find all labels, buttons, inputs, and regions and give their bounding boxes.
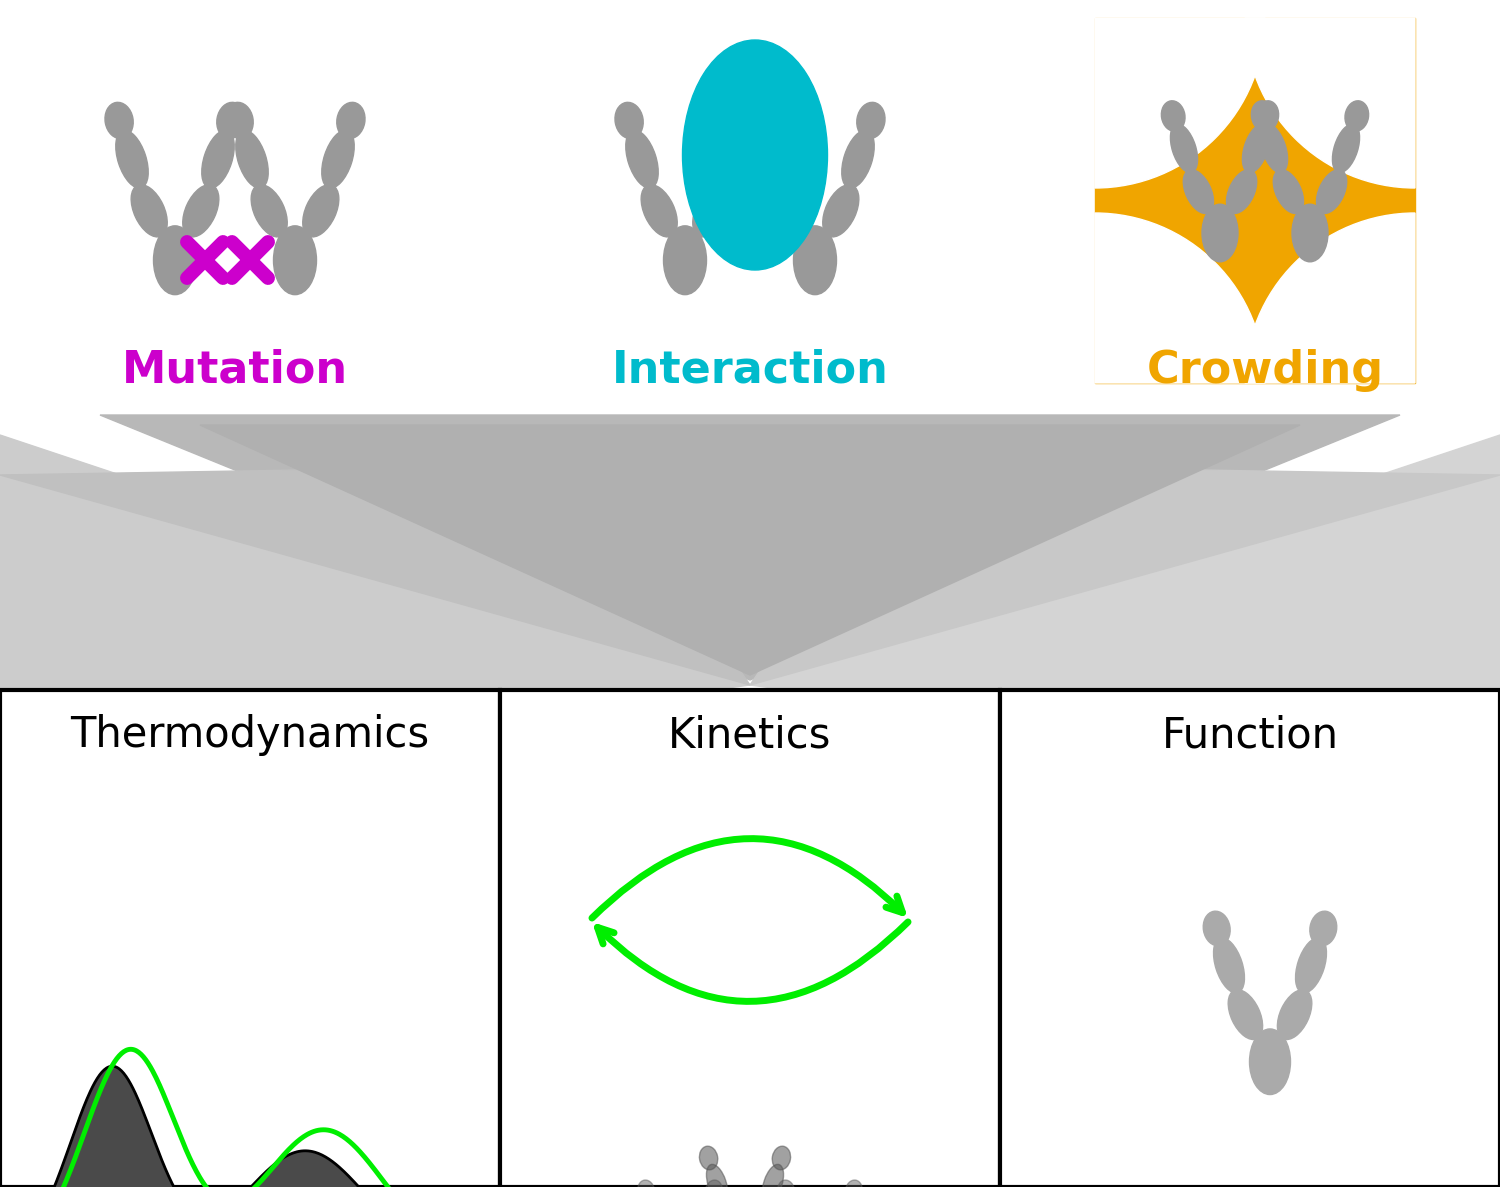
Ellipse shape bbox=[693, 185, 729, 237]
Ellipse shape bbox=[202, 131, 234, 189]
Ellipse shape bbox=[1292, 204, 1328, 262]
Wedge shape bbox=[1095, 18, 1264, 188]
Polygon shape bbox=[200, 425, 1300, 675]
Ellipse shape bbox=[1184, 170, 1214, 214]
Ellipse shape bbox=[1260, 125, 1287, 172]
Ellipse shape bbox=[1274, 170, 1304, 214]
Text: Thermodynamics: Thermodynamics bbox=[70, 715, 429, 756]
Ellipse shape bbox=[762, 1164, 783, 1187]
Ellipse shape bbox=[777, 1180, 795, 1187]
Text: Interaction: Interaction bbox=[612, 349, 888, 392]
Ellipse shape bbox=[706, 1164, 728, 1187]
Ellipse shape bbox=[1214, 938, 1245, 994]
Bar bbox=[1000, 690, 1500, 1187]
Ellipse shape bbox=[1227, 170, 1257, 214]
Text: Crowding: Crowding bbox=[1146, 349, 1383, 392]
Ellipse shape bbox=[1278, 990, 1312, 1040]
Ellipse shape bbox=[712, 131, 744, 189]
Ellipse shape bbox=[794, 226, 837, 294]
Ellipse shape bbox=[756, 131, 788, 189]
Bar bbox=[0, 690, 500, 1187]
Ellipse shape bbox=[322, 131, 354, 189]
Polygon shape bbox=[100, 415, 1400, 680]
Ellipse shape bbox=[705, 1180, 723, 1187]
Wedge shape bbox=[1245, 212, 1414, 383]
Ellipse shape bbox=[682, 40, 828, 269]
Ellipse shape bbox=[236, 131, 268, 189]
Ellipse shape bbox=[251, 185, 286, 237]
Ellipse shape bbox=[1203, 912, 1230, 946]
Ellipse shape bbox=[105, 102, 134, 139]
Ellipse shape bbox=[1161, 101, 1185, 132]
Ellipse shape bbox=[640, 185, 676, 237]
Ellipse shape bbox=[273, 226, 316, 294]
Ellipse shape bbox=[663, 226, 706, 294]
Text: Kinetics: Kinetics bbox=[669, 715, 831, 756]
Ellipse shape bbox=[1202, 204, 1237, 262]
Ellipse shape bbox=[116, 131, 148, 189]
Ellipse shape bbox=[638, 1180, 654, 1187]
Ellipse shape bbox=[771, 185, 807, 237]
Ellipse shape bbox=[1346, 101, 1368, 132]
Ellipse shape bbox=[842, 131, 874, 189]
Ellipse shape bbox=[225, 102, 254, 139]
Ellipse shape bbox=[1170, 125, 1197, 172]
Ellipse shape bbox=[615, 102, 644, 139]
Ellipse shape bbox=[1250, 1029, 1290, 1094]
Ellipse shape bbox=[130, 185, 166, 237]
Ellipse shape bbox=[1242, 125, 1269, 172]
Ellipse shape bbox=[303, 185, 339, 237]
Bar bbox=[1095, 18, 1414, 383]
Ellipse shape bbox=[1251, 101, 1275, 132]
Ellipse shape bbox=[846, 1180, 862, 1187]
Ellipse shape bbox=[1296, 938, 1326, 994]
Polygon shape bbox=[20, 1066, 480, 1187]
Ellipse shape bbox=[728, 102, 754, 139]
Ellipse shape bbox=[153, 226, 197, 294]
Text: Mutation: Mutation bbox=[122, 349, 348, 392]
Bar bbox=[500, 690, 1000, 1187]
Wedge shape bbox=[1095, 212, 1264, 383]
Ellipse shape bbox=[1310, 912, 1336, 946]
Ellipse shape bbox=[824, 185, 860, 237]
Polygon shape bbox=[0, 465, 750, 685]
Polygon shape bbox=[750, 434, 1500, 785]
Polygon shape bbox=[0, 434, 750, 785]
Ellipse shape bbox=[1256, 101, 1278, 132]
Ellipse shape bbox=[626, 131, 658, 189]
Ellipse shape bbox=[338, 102, 364, 139]
Ellipse shape bbox=[699, 1147, 718, 1170]
Ellipse shape bbox=[772, 1147, 790, 1170]
Ellipse shape bbox=[183, 185, 219, 237]
Ellipse shape bbox=[1317, 170, 1347, 214]
Ellipse shape bbox=[746, 102, 772, 139]
Ellipse shape bbox=[1228, 990, 1263, 1040]
Text: Function: Function bbox=[1161, 715, 1338, 756]
Polygon shape bbox=[750, 465, 1500, 685]
Wedge shape bbox=[1245, 18, 1414, 188]
Ellipse shape bbox=[217, 102, 244, 139]
Ellipse shape bbox=[1332, 125, 1359, 172]
Ellipse shape bbox=[856, 102, 885, 139]
